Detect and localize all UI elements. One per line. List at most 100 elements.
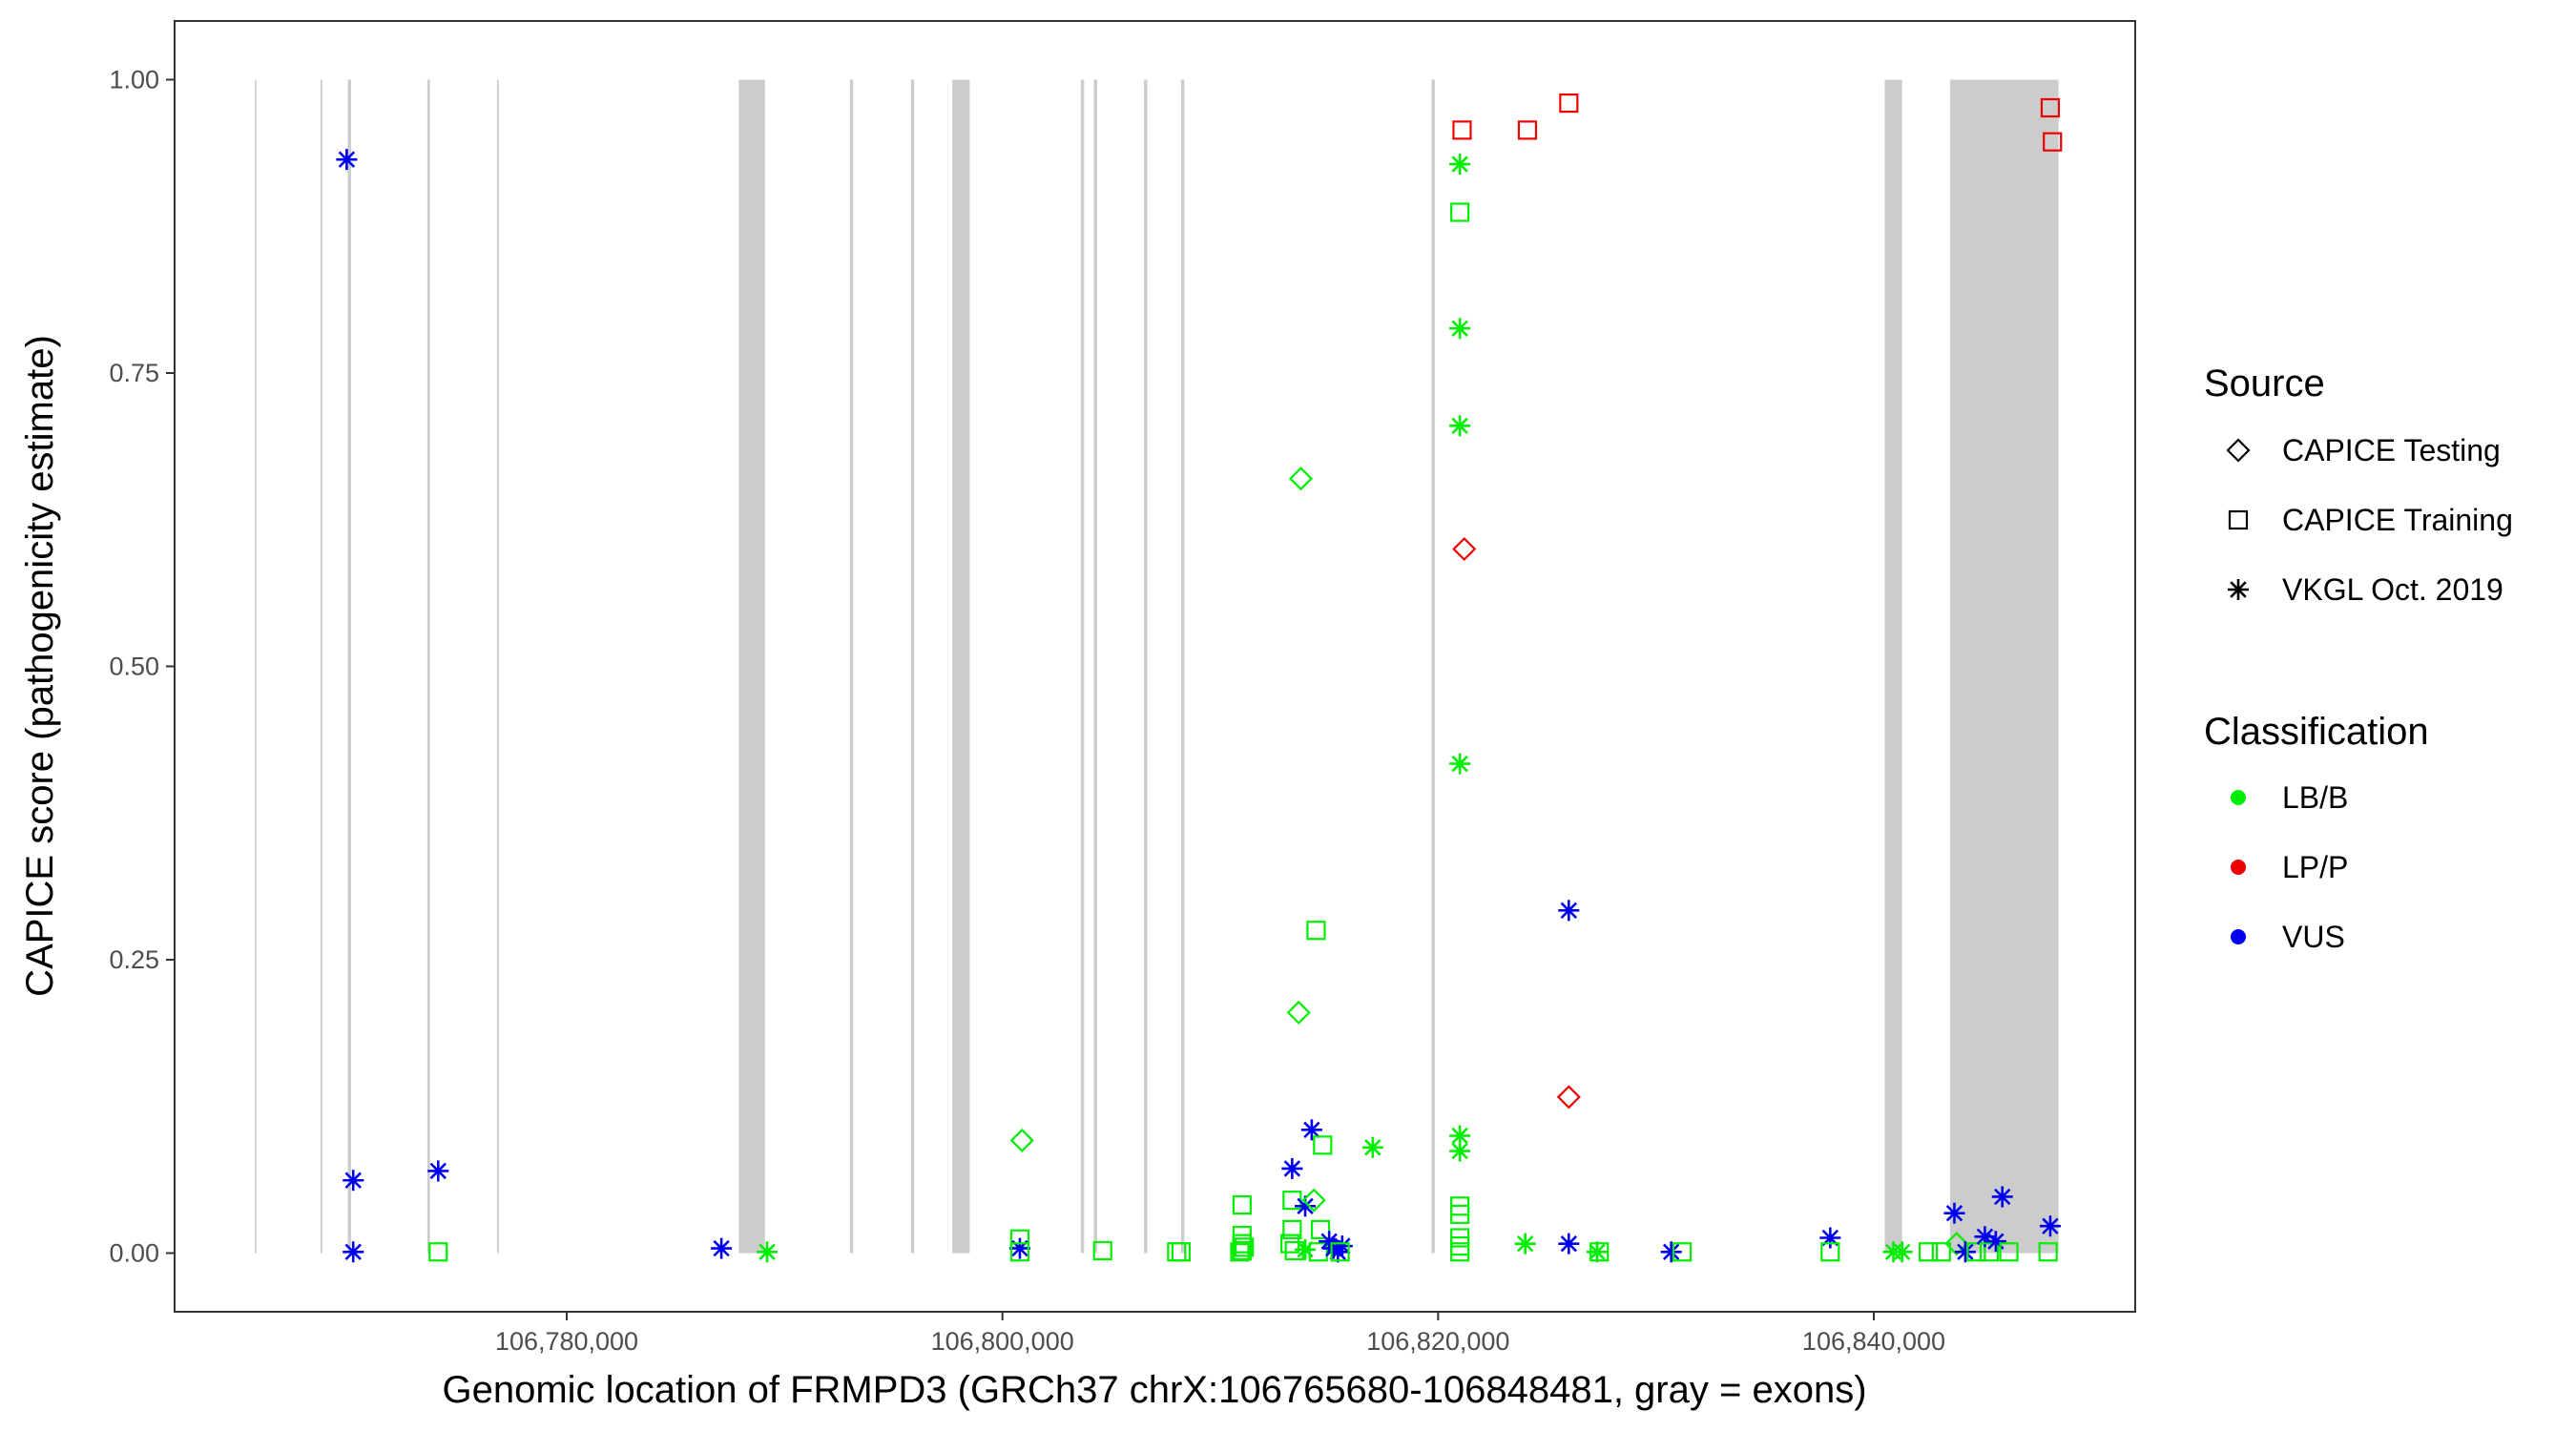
exon-bands bbox=[255, 79, 2059, 1254]
data-point bbox=[1589, 1242, 1610, 1262]
legend-classification-label: LP/P bbox=[2282, 850, 2348, 884]
legend-classification-label: LB/B bbox=[2282, 780, 2348, 815]
data-point bbox=[2040, 97, 2061, 118]
data-point bbox=[1308, 1242, 1328, 1262]
legend-classification-label: VUS bbox=[2282, 920, 2345, 954]
y-axis: 0.00 0.25 0.50 0.75 1.00 bbox=[109, 66, 175, 1268]
legend-classification-title: Classification bbox=[2204, 711, 2429, 753]
legend-source-entries: CAPICE Testing CAPICE Training VKGL Oct. 2… bbox=[2226, 433, 2513, 607]
legend-classification-entry: VUS bbox=[2231, 920, 2345, 954]
legend-source-entry: VKGL Oct. 2019 bbox=[2228, 572, 2503, 607]
x-tick-label: 106,820,000 bbox=[1366, 1327, 1509, 1356]
data-point bbox=[1452, 120, 1472, 140]
data-point bbox=[1235, 1237, 1255, 1257]
data-point bbox=[343, 1170, 364, 1192]
legend-source-entry: CAPICE Testing bbox=[2226, 433, 2501, 467]
data-point bbox=[1918, 1242, 1939, 1262]
y-tick-label: 0.50 bbox=[109, 653, 159, 681]
data-point bbox=[1944, 1232, 1969, 1256]
x-tick-label: 106,840,000 bbox=[1802, 1327, 1945, 1356]
data-point bbox=[1931, 1242, 1951, 1262]
data-point bbox=[336, 149, 358, 171]
exon-band bbox=[347, 79, 351, 1254]
legend-classification-entries: LB/B LP/P VUS bbox=[2231, 780, 2348, 954]
data-point bbox=[1452, 536, 1477, 562]
data-point bbox=[1449, 753, 1471, 775]
data-point bbox=[1450, 202, 1470, 222]
exon-band bbox=[426, 79, 430, 1254]
legend-classification-key bbox=[2231, 929, 2246, 944]
data-point bbox=[1449, 415, 1471, 437]
data-point bbox=[1008, 1237, 1030, 1259]
data-point bbox=[1009, 1128, 1034, 1152]
data-point bbox=[1230, 1242, 1250, 1262]
exon-band bbox=[1884, 79, 1902, 1254]
data-point bbox=[428, 1242, 448, 1262]
data-point bbox=[1286, 1000, 1311, 1025]
data-point bbox=[1587, 1241, 1609, 1263]
y-tick-label: 0.00 bbox=[109, 1239, 159, 1268]
data-point bbox=[1281, 1157, 1303, 1179]
legend-source-key bbox=[2226, 438, 2251, 463]
data-point bbox=[1171, 1242, 1192, 1262]
data-point bbox=[1282, 1219, 1302, 1240]
data-point bbox=[1819, 1227, 1841, 1249]
data-point bbox=[1558, 900, 1580, 922]
exon-band bbox=[849, 79, 854, 1254]
data-point bbox=[1450, 1242, 1470, 1262]
data-point bbox=[1984, 1231, 2006, 1253]
legend-source-label: CAPICE Testing bbox=[2282, 433, 2501, 467]
data-point bbox=[1979, 1242, 2000, 1262]
exon-band bbox=[320, 79, 322, 1254]
x-tick-label: 106,800,000 bbox=[931, 1327, 1074, 1356]
data-point bbox=[1331, 1235, 1353, 1257]
data-point bbox=[1310, 1219, 1331, 1240]
legend-source-label: VKGL Oct. 2019 bbox=[2282, 572, 2503, 607]
legend-source-key bbox=[2228, 579, 2249, 600]
data-point bbox=[1449, 154, 1471, 176]
exon-band bbox=[1431, 79, 1435, 1254]
data-point bbox=[1999, 1242, 2019, 1262]
data-point bbox=[1514, 1233, 1536, 1255]
data-point bbox=[1313, 1135, 1333, 1155]
legend-classification-key bbox=[2231, 790, 2246, 805]
data-point bbox=[1306, 921, 1326, 941]
legend-classification-entry: LB/B bbox=[2231, 780, 2348, 815]
y-tick-label: 0.75 bbox=[109, 359, 159, 387]
x-axis: 106,780,000 106,800,000 106,820,000 106,840… bbox=[495, 1312, 1945, 1356]
data-point bbox=[1943, 1202, 1965, 1224]
exon-band bbox=[1180, 79, 1185, 1254]
x-axis-title: Genomic location of FRMPD3 (GRCh37 chrX:… bbox=[442, 1369, 1866, 1411]
exon-band bbox=[1949, 79, 2059, 1254]
data-point bbox=[2043, 132, 2063, 152]
exon-band bbox=[255, 79, 257, 1254]
data-point bbox=[1966, 1242, 1986, 1262]
exon-band bbox=[910, 79, 915, 1254]
data-point bbox=[1672, 1242, 1693, 1262]
data-point bbox=[1558, 1233, 1580, 1255]
data-point bbox=[1232, 1240, 1252, 1261]
data-point bbox=[1517, 120, 1538, 140]
data-point bbox=[1954, 1241, 1976, 1263]
data-point bbox=[1991, 1186, 2013, 1208]
legend-classification-entry: LP/P bbox=[2231, 850, 2348, 884]
data-point bbox=[2039, 1215, 2061, 1237]
data-point bbox=[1820, 1242, 1840, 1262]
y-tick-label: 1.00 bbox=[109, 66, 159, 94]
data-point bbox=[1300, 1119, 1322, 1141]
exon-band bbox=[738, 79, 765, 1254]
y-axis-title: CAPICE score (pathogenicity estimate) bbox=[19, 335, 61, 997]
data-point bbox=[1232, 1194, 1252, 1215]
exon-band bbox=[1080, 79, 1085, 1254]
exon-band bbox=[952, 79, 970, 1254]
legend: Source Classification CAPICE TestingCAPI… bbox=[2204, 363, 2513, 954]
data-point bbox=[1449, 1140, 1471, 1162]
x-tick-label: 106,780,000 bbox=[495, 1327, 638, 1356]
data-point bbox=[1559, 93, 1579, 114]
y-tick-label: 0.25 bbox=[109, 945, 159, 974]
data-point bbox=[1660, 1241, 1682, 1263]
data-point bbox=[1449, 318, 1471, 340]
data-point bbox=[1092, 1240, 1112, 1261]
data-point bbox=[711, 1237, 733, 1259]
